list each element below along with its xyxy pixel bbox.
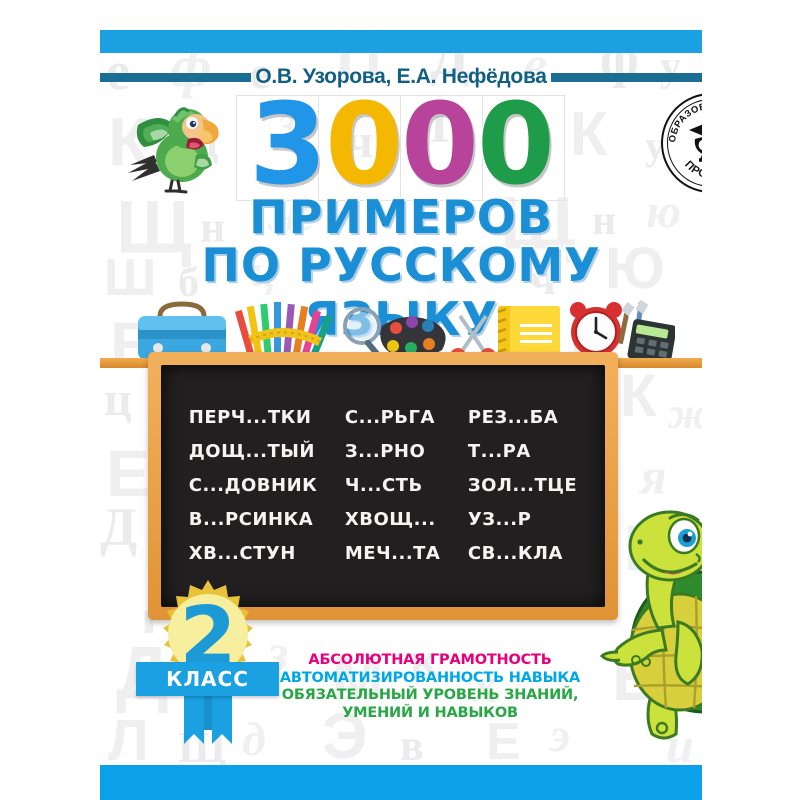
word-item: УЗ...Р [467,509,532,530]
promo-line-4: УМЕНИЙ И НАВЫКОВ [342,705,518,722]
turtle-icon [592,502,702,752]
publisher-seal: ОБРАЗОВАТЕЛЬНЫЕ ПРОЕКТЫ [661,93,702,193]
authors-text: О.В. Узорова, Е.А. Нефёдова [255,65,547,88]
promo-line-1: АБСОЛЮТНАЯ ГРАМОТНОСТЬ [308,652,552,668]
grid-line [236,95,237,200]
word-column-3: РЕЗ...БА Т...РА ЗОЛ...ТЦЕ УЗ...Р СВ...КЛ… [468,409,577,563]
word-item: РЕЗ...БА [467,407,559,428]
word-item: ХВ...СТУН [188,543,296,564]
promo-line-2: АВТОМАТИЗИРОВАННОСТЬ НАВЫКА [279,669,581,686]
word-item: С...РЬГА [344,407,435,428]
word-column-1: ПЕРЧ...ТКИ ДОЩ...ТЫЙ С...ДОВНИК В...РСИН… [189,409,318,563]
word-item: ДОЩ...ТЫЙ [188,441,315,462]
word-item: СВ...КЛА [467,543,563,564]
book-cover: е ф е П Д в ф у К д з ч Г К у Щ н ж Щ н … [100,0,702,800]
word-item: З...РНО [344,441,426,462]
word-item: МЕЧ...ТА [344,543,441,564]
grid-line [318,95,319,200]
digit-0-yellow: 0 [324,80,405,210]
ribbon-tails [180,690,236,752]
word-item: Т...РА [467,441,531,462]
word-column-2: С...РЬГА З...РНО Ч...СТЬ ХВОЩ... МЕЧ...Т… [345,409,440,563]
blackboard: ПЕРЧ...ТКИ ДОЩ...ТЫЙ С...ДОВНИК В...РСИН… [148,352,618,620]
authors-band: О.В. Узорова, Е.А. Нефёдова [100,62,702,92]
promo-text-block: АБСОЛЮТНАЯ ГРАМОТНОСТЬ АВТОМАТИЗИРОВАННО… [275,652,585,723]
top-blue-bar [100,30,702,53]
word-item: ХВОЩ... [344,509,436,530]
grid-line [400,95,401,200]
title-line-1: ПРИМЕРОВ [247,188,554,246]
grid-line [482,95,483,200]
digit-0-green: 0 [475,80,556,210]
word-item: ПЕРЧ...ТКИ [188,407,312,428]
blackboard-face: ПЕРЧ...ТКИ ДОЩ...ТЫЙ С...ДОВНИК В...РСИН… [161,365,605,607]
owl-in-graduation-cap-icon [685,119,702,169]
word-item: ЗОЛ...ТЦЕ [467,475,578,496]
parrot-icon [126,95,230,199]
promo-line-3: ОБЯЗАТЕЛЬНЫЙ УРОВЕНЬ ЗНАНИЙ, [281,687,579,704]
word-item: Ч...СТЬ [344,475,423,496]
grade-label: КЛАСС [136,662,279,696]
seal-text: ОБРАЗОВАТЕЛЬНЫЕ ПРОЕКТЫ [663,95,702,191]
author-rule-right [550,72,702,82]
title-line-2: ПО РУССКОМУ ЯЗЫКУ [199,236,601,348]
digit-3: 3 [248,80,329,210]
word-item: В...РСИНКА [188,509,314,530]
rosette-icon [148,578,268,698]
word-item: С...ДОВНИК [188,475,318,496]
grid-line [236,200,566,201]
big-number-3000: 3 0 0 0 [236,80,566,210]
digit-0-magenta: 0 [400,80,481,210]
bottom-blue-bar [100,765,702,800]
author-rule-left [100,72,252,82]
grid-line [564,95,565,200]
grid-line [236,95,566,96]
school-supplies-icon [130,296,677,365]
grade-badge: 2 КЛАСС [136,578,296,748]
